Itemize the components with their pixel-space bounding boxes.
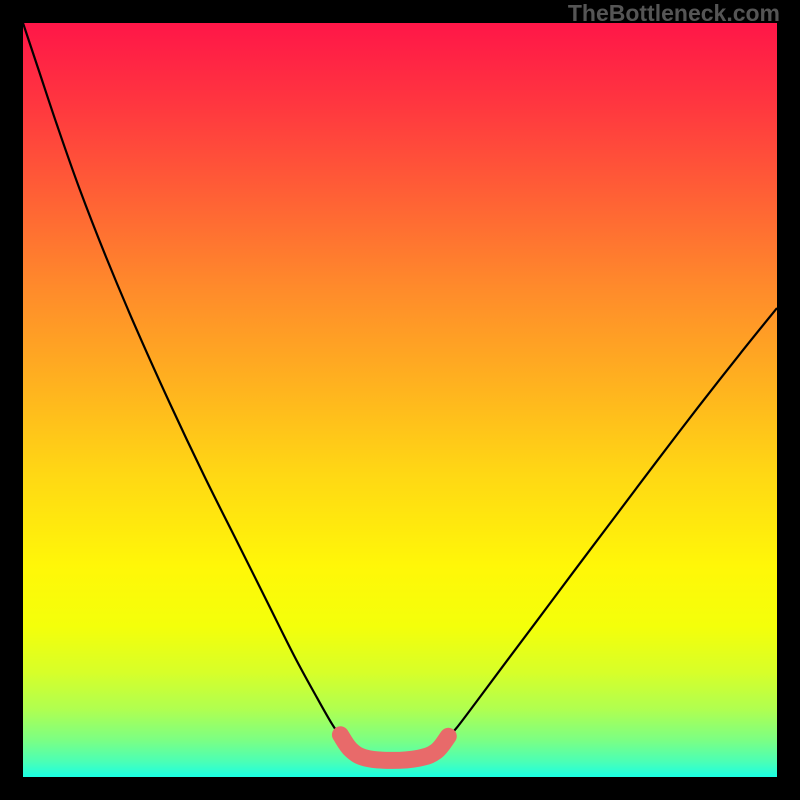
curve-layer [23, 23, 777, 777]
plot-area [23, 23, 777, 777]
chart-container: TheBottleneck.com [0, 0, 800, 800]
left-curve [23, 23, 343, 741]
watermark-text: TheBottleneck.com [568, 0, 780, 27]
right-curve [445, 308, 777, 741]
trough-highlight [340, 735, 448, 761]
